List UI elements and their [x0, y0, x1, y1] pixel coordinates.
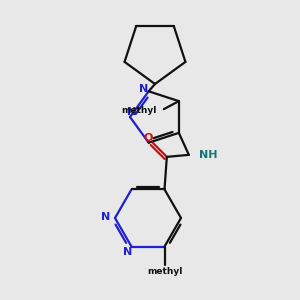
Text: N: N [123, 247, 132, 256]
Text: methyl: methyl [147, 267, 182, 276]
Text: N: N [128, 107, 136, 117]
Text: NH: NH [199, 150, 217, 160]
Text: O: O [143, 133, 152, 143]
Text: N: N [139, 84, 148, 94]
Text: N: N [101, 212, 111, 222]
Text: methyl: methyl [122, 106, 157, 115]
